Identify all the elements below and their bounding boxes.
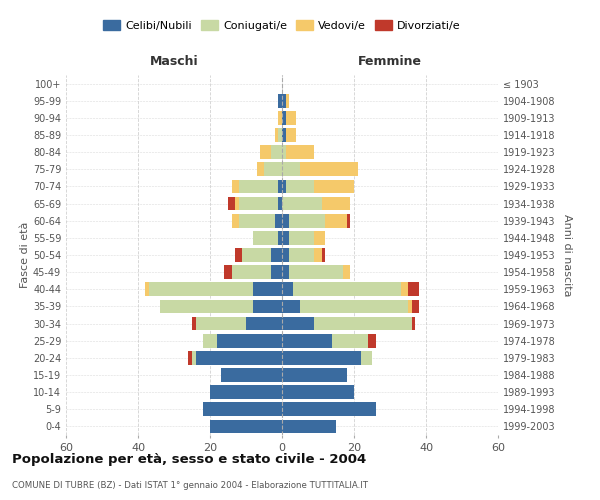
Bar [239, 196, 278, 210]
Bar [271, 266, 282, 279]
Bar [239, 180, 278, 194]
Bar [347, 214, 350, 228]
Bar [361, 351, 372, 364]
Bar [282, 282, 293, 296]
Bar [408, 300, 412, 314]
Bar [289, 214, 325, 228]
Bar [282, 196, 322, 210]
Bar [145, 282, 149, 296]
Bar [289, 248, 314, 262]
Bar [160, 300, 253, 314]
Y-axis label: Fasce di età: Fasce di età [20, 222, 30, 288]
Bar [282, 386, 354, 399]
Text: COMUNE DI TUBRE (BZ) - Dati ISTAT 1° gennaio 2004 - Elaborazione TUTTITALIA.IT: COMUNE DI TUBRE (BZ) - Dati ISTAT 1° gen… [12, 480, 368, 490]
Bar [278, 94, 282, 108]
Bar [322, 248, 325, 262]
Bar [314, 248, 322, 262]
Bar [253, 231, 278, 244]
Bar [282, 368, 347, 382]
Bar [275, 128, 278, 142]
Bar [235, 196, 239, 210]
Bar [289, 266, 343, 279]
Bar [412, 316, 415, 330]
Bar [246, 316, 282, 330]
Bar [282, 266, 289, 279]
Bar [282, 420, 336, 434]
Bar [343, 266, 350, 279]
Bar [325, 214, 347, 228]
Bar [282, 162, 300, 176]
Bar [253, 282, 282, 296]
Bar [232, 180, 239, 194]
Bar [278, 128, 282, 142]
Bar [264, 162, 282, 176]
Bar [203, 402, 282, 416]
Bar [401, 282, 408, 296]
Bar [192, 351, 196, 364]
Bar [203, 334, 217, 347]
Bar [282, 248, 289, 262]
Bar [286, 128, 296, 142]
Bar [228, 196, 235, 210]
Bar [257, 162, 264, 176]
Bar [300, 162, 358, 176]
Bar [286, 94, 289, 108]
Legend: Celibi/Nubili, Coniugati/e, Vedovi/e, Divorziati/e: Celibi/Nubili, Coniugati/e, Vedovi/e, Di… [99, 16, 465, 36]
Bar [239, 214, 275, 228]
Bar [210, 420, 282, 434]
Bar [286, 111, 296, 124]
Bar [293, 282, 401, 296]
Y-axis label: Anni di nascita: Anni di nascita [562, 214, 572, 296]
Bar [282, 128, 286, 142]
Bar [275, 214, 282, 228]
Bar [282, 316, 314, 330]
Bar [408, 282, 419, 296]
Bar [221, 368, 282, 382]
Bar [286, 180, 314, 194]
Bar [278, 196, 282, 210]
Bar [271, 146, 282, 159]
Bar [242, 248, 271, 262]
Bar [322, 196, 350, 210]
Bar [314, 316, 412, 330]
Bar [282, 334, 332, 347]
Bar [314, 180, 354, 194]
Bar [300, 300, 408, 314]
Bar [271, 248, 282, 262]
Bar [289, 231, 314, 244]
Bar [282, 300, 300, 314]
Bar [196, 351, 282, 364]
Bar [232, 266, 271, 279]
Text: Popolazione per età, sesso e stato civile - 2004: Popolazione per età, sesso e stato civil… [12, 452, 366, 466]
Text: Femmine: Femmine [358, 55, 422, 68]
Bar [282, 351, 361, 364]
Bar [217, 334, 282, 347]
Bar [282, 231, 289, 244]
Bar [314, 231, 325, 244]
Bar [235, 248, 242, 262]
Bar [224, 266, 232, 279]
Bar [253, 300, 282, 314]
Bar [282, 214, 289, 228]
Bar [260, 146, 271, 159]
Bar [368, 334, 376, 347]
Bar [210, 386, 282, 399]
Bar [149, 282, 253, 296]
Bar [282, 146, 286, 159]
Bar [282, 94, 286, 108]
Bar [278, 231, 282, 244]
Bar [412, 300, 419, 314]
Bar [188, 351, 192, 364]
Bar [192, 316, 196, 330]
Bar [332, 334, 368, 347]
Bar [278, 111, 282, 124]
Bar [232, 214, 239, 228]
Bar [278, 180, 282, 194]
Bar [286, 146, 314, 159]
Bar [282, 180, 286, 194]
Bar [282, 402, 376, 416]
Bar [282, 111, 286, 124]
Bar [196, 316, 246, 330]
Text: Maschi: Maschi [149, 55, 199, 68]
